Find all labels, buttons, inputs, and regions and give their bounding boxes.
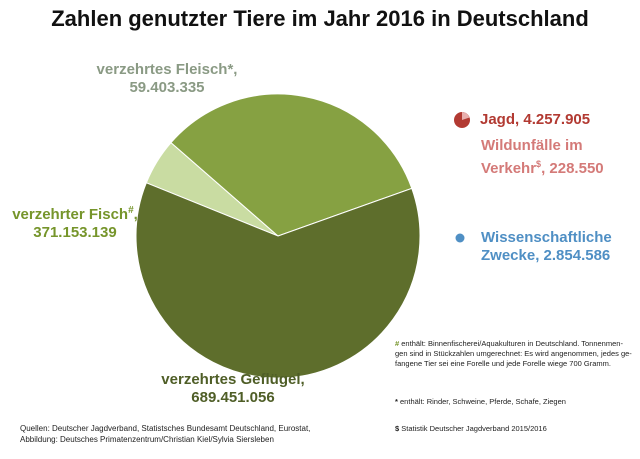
label-wildunfaelle-name: Verkehr [481,160,537,177]
label-fisch-name-row: verzehrter Fisch#, [10,202,140,224]
jagd-marker-wedge [462,112,470,120]
label-gefluegel-name: verzehrtes Geflügel, [161,371,305,388]
sources: Quellen: Deutscher Jagdverband, Statists… [20,423,310,445]
label-jagd-name: Jagd, [480,111,520,128]
footnote-fleisch: * enthält: Rinder, Schweine, Pferde, Sch… [395,397,635,407]
sources-line1: Quellen: Deutscher Jagdverband, Statists… [20,424,311,433]
label-fleisch: verzehrtes Fleisch*, 59.403.335 [82,61,252,97]
label-wissenschaft-line2: Zwecke, 2.854.586 [481,247,612,265]
pie-slice-gefluegel [135,182,421,379]
label-wildunfaelle-line1: Wildunfälle im [481,137,583,154]
label-fisch-suffix: , [133,206,138,223]
footnote-jagd-text: Statistik Deutscher Jagdverband 2015/201… [401,424,547,433]
footnote-jagd-mark: $ [395,424,400,433]
wissenschaft-marker [455,233,465,243]
sources-line2: Abbildung: Deutsches Primatenzentrum/Chr… [20,435,274,444]
label-gefluegel-value: 689.451.056 [191,389,275,406]
label-wildunfaelle-line2: Verkehr$, 228.550 [481,155,604,178]
label-gefluegel: verzehrtes Geflügel, 689.451.056 [128,371,338,407]
jagd-marker [454,112,470,128]
label-wildunfaelle-value: 228.550 [549,160,604,177]
footnote-fisch-line3: fangene Tier sei eine Forelle und jede F… [395,359,611,368]
label-wissenschaft-name: Zwecke, [481,247,540,264]
label-wildunfaelle-mark: $ [536,159,542,169]
label-jagd-value: 4.257.905 [523,111,591,128]
footnote-fisch-mark: # [395,339,400,348]
label-fleisch-value: 59.403.335 [129,79,205,96]
label-wissenschaft-line1: Wissenschaftliche [481,229,612,246]
footnote-fleisch-mark: * [395,397,398,406]
pie-slice-fisch [170,93,413,237]
label-jagd: Jagd, 4.257.905 [480,111,590,129]
footnote-fleisch-text: enthält: Rinder, Schweine, Pferde, Schaf… [400,397,566,406]
footnote-fisch-line2: gen sind in Stückzahlen umgerechnet: Es … [395,349,632,358]
label-wissenschaft: Wissenschaftliche Zwecke, 2.854.586 [481,229,612,265]
label-fisch-value: 371.153.139 [33,224,117,241]
label-fleisch-name: verzehrtes Fleisch*, [96,61,238,78]
wissenschaft-marker-dot [455,233,465,243]
footnote-fisch-line1: # enthält: Binnenfischerei/Aquakulturen … [395,339,635,349]
label-fisch-mark: # [128,205,134,216]
label-wildunfaelle-suffix: , [541,160,546,177]
footnote-fisch-text1: enthält: Binnenfischerei/Aquakulturen in… [401,339,623,348]
label-fisch-name: verzehrter Fisch [12,206,129,223]
footnote-fisch: # enthält: Binnenfischerei/Aquakulturen … [395,339,635,369]
label-wildunfaelle: Wildunfälle im Verkehr$, 228.550 [481,137,604,178]
footnote-jagd: $ Statistik Deutscher Jagdverband 2015/2… [395,424,635,434]
label-fisch: verzehrter Fisch#, 371.153.139 [10,202,140,242]
chart-title: Zahlen genutzter Tiere im Jahr 2016 in D… [51,6,589,31]
label-wissenschaft-value: 2.854.586 [543,247,611,264]
